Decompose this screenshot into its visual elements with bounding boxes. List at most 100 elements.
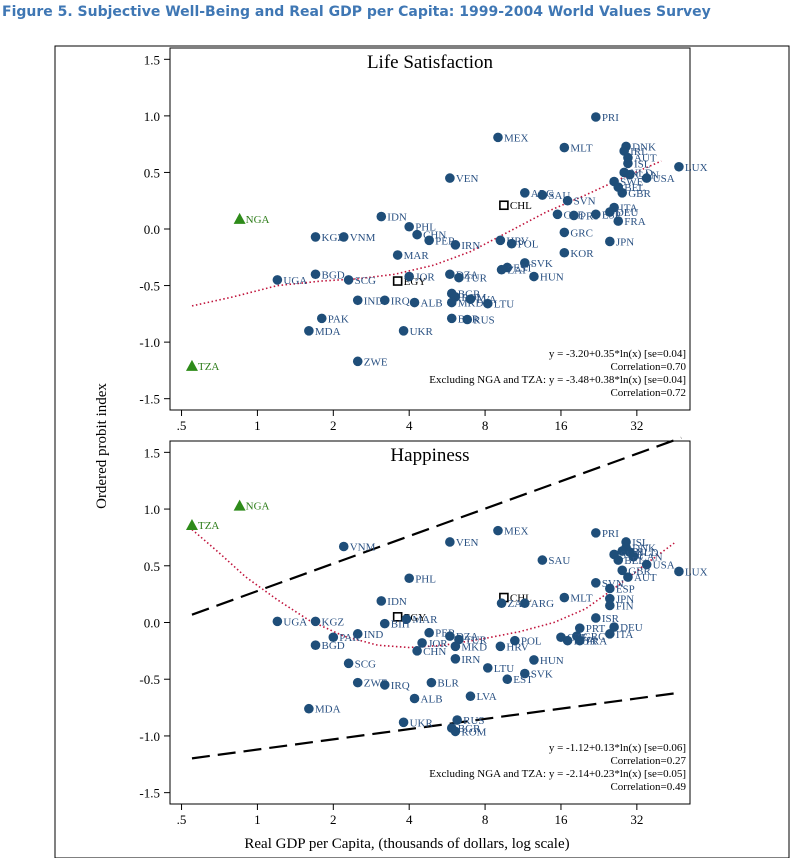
data-point bbox=[674, 161, 684, 172]
point-label: MLT bbox=[570, 593, 592, 605]
data-point-square bbox=[499, 200, 509, 211]
point-label: ISL bbox=[632, 537, 649, 549]
data-point bbox=[559, 592, 570, 603]
y-tick-label: 0.5 bbox=[144, 165, 160, 180]
data-point bbox=[404, 573, 414, 584]
point-label: GBR bbox=[628, 565, 651, 577]
fit-line bbox=[191, 436, 682, 616]
data-point bbox=[641, 559, 652, 570]
data-point bbox=[641, 173, 652, 183]
data-point bbox=[426, 677, 437, 688]
data-point-triangle bbox=[185, 359, 198, 371]
y-axis-title: Ordered probit index bbox=[94, 383, 110, 509]
data-point bbox=[352, 295, 363, 306]
data-point bbox=[617, 188, 628, 198]
data-point bbox=[417, 638, 427, 648]
point-label: SCG bbox=[355, 658, 376, 670]
y-tick-label: 1.5 bbox=[144, 52, 160, 67]
point-label: JPN bbox=[616, 594, 634, 606]
point-label: VEN bbox=[456, 537, 479, 549]
x-tick-label: .5 bbox=[177, 418, 187, 433]
data-point bbox=[506, 238, 517, 249]
point-label: IRN bbox=[461, 240, 480, 252]
y-tick-label: 1.5 bbox=[144, 445, 160, 460]
data-point bbox=[272, 275, 283, 285]
data-point bbox=[465, 294, 476, 304]
data-point bbox=[510, 635, 520, 646]
point-label: GBR bbox=[628, 188, 651, 200]
data-point bbox=[310, 232, 321, 242]
point-label: ALB bbox=[421, 694, 443, 706]
data-point bbox=[520, 258, 530, 268]
data-point bbox=[376, 211, 387, 222]
point-label: PAK bbox=[328, 313, 349, 325]
data-point bbox=[605, 629, 615, 639]
life-satisfaction-panel: Life Satisfaction -1.5 -1.0 -0.5 0.0 0.5 1.0 1.… bbox=[139, 47, 708, 616]
fit-line bbox=[191, 691, 682, 760]
data-point bbox=[404, 221, 414, 232]
data-point bbox=[628, 551, 639, 562]
data-point bbox=[574, 635, 585, 646]
x-tick-label: 16 bbox=[554, 812, 568, 827]
data-point-triangle bbox=[233, 499, 246, 511]
data-point bbox=[452, 715, 462, 725]
point-label: DNK bbox=[632, 141, 656, 153]
data-point bbox=[310, 616, 321, 627]
data-point bbox=[537, 190, 548, 200]
data-point bbox=[445, 269, 455, 280]
data-point bbox=[412, 229, 422, 240]
point-label: ISR bbox=[602, 613, 620, 625]
data-point bbox=[398, 326, 409, 336]
figure-title: Figure 5. Subjective Well-Being and Real… bbox=[2, 4, 711, 20]
point-label: NGA bbox=[246, 501, 270, 513]
x-tick-label: 8 bbox=[482, 418, 489, 433]
point-label: ARG bbox=[531, 598, 554, 610]
data-point bbox=[379, 618, 390, 629]
data-point bbox=[493, 132, 503, 143]
point-label: ITA bbox=[620, 203, 638, 215]
point-label: ESP bbox=[616, 583, 635, 595]
data-point bbox=[343, 658, 354, 669]
point-label: JOR bbox=[428, 638, 448, 650]
point-label: UKR bbox=[410, 326, 434, 338]
point-label: AUT bbox=[634, 153, 657, 165]
data-point bbox=[605, 600, 615, 611]
data-point bbox=[496, 264, 507, 275]
data-point bbox=[401, 614, 412, 624]
y-tick-label: 0.0 bbox=[144, 222, 160, 237]
point-label: ITA bbox=[616, 629, 634, 641]
x-tick-label: 32 bbox=[630, 812, 643, 827]
point-label: IRQ bbox=[391, 295, 410, 307]
data-point bbox=[559, 247, 570, 258]
y-tick-label: -1.5 bbox=[139, 786, 160, 801]
data-point bbox=[617, 565, 628, 576]
data-point-triangle bbox=[233, 212, 246, 224]
data-point bbox=[623, 158, 633, 169]
regression-annotation: Correlation=0.49 bbox=[610, 781, 686, 793]
point-label: KGZ bbox=[322, 616, 345, 628]
y-tick-label: -1.5 bbox=[139, 392, 160, 407]
point-label: VNM bbox=[350, 232, 376, 244]
point-label: SAU bbox=[548, 555, 570, 567]
point-label: SCG bbox=[355, 275, 376, 287]
happiness-panel: Happiness -1.5 -1.0 -0.5 0.0 0.5 1.0 1.5 .5 1 2 4 8 1… bbox=[139, 440, 708, 827]
data-point bbox=[352, 677, 363, 688]
data-point bbox=[445, 631, 455, 641]
panel-title: Happiness bbox=[390, 445, 469, 466]
point-label: JPN bbox=[616, 236, 634, 248]
data-point bbox=[450, 654, 461, 664]
regression-annotation: Excluding NGA and TZA: y = -3.48+0.38*ln… bbox=[429, 374, 686, 386]
point-label: GRC bbox=[583, 631, 606, 643]
data-point bbox=[529, 271, 539, 282]
data-point bbox=[482, 663, 493, 673]
data-point bbox=[462, 314, 473, 325]
data-point bbox=[591, 112, 601, 122]
data-point bbox=[409, 693, 420, 704]
point-label: USA bbox=[653, 560, 675, 572]
point-label: JOR bbox=[415, 272, 435, 284]
data-point-square bbox=[392, 612, 403, 622]
y-tick-label: -0.5 bbox=[139, 672, 160, 687]
point-label: IRL bbox=[630, 146, 648, 158]
data-point bbox=[304, 326, 314, 336]
